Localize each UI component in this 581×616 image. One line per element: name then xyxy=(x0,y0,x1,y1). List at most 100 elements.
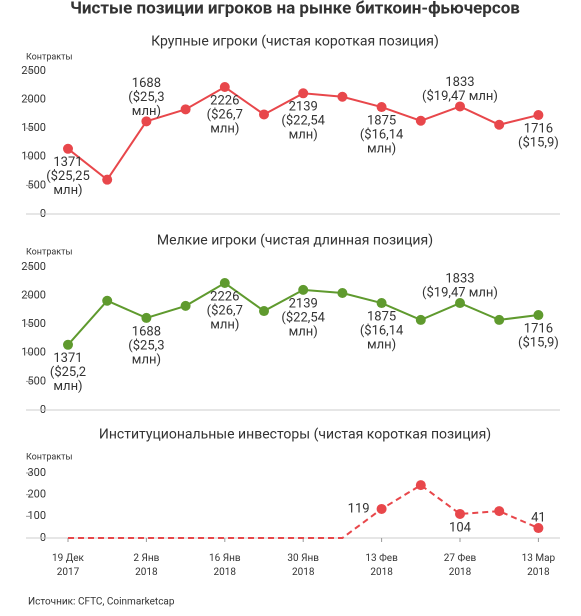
marker xyxy=(415,115,426,126)
marker xyxy=(494,314,505,325)
marker xyxy=(180,300,191,311)
point-label: млн) xyxy=(367,337,396,352)
x-tick-label: 30 Янв 2018 xyxy=(287,553,319,578)
point-label: 41 xyxy=(531,510,546,525)
point-label: ($26,7 xyxy=(207,107,243,122)
marker xyxy=(533,110,544,121)
x-tick-label-line: 2018 xyxy=(527,567,550,578)
point-label: ($16,14 xyxy=(360,323,404,338)
point-label: млн) xyxy=(210,317,239,332)
marker xyxy=(259,109,269,120)
marker xyxy=(63,143,73,154)
x-tick-label-line: 27 Фев xyxy=(444,551,477,564)
marker xyxy=(102,174,113,185)
marker xyxy=(533,523,544,534)
marker xyxy=(219,82,230,93)
y-tick-label: 0 xyxy=(40,403,46,416)
point-label: млн) xyxy=(210,121,239,136)
subtitle: Мелкие игроки (чистая длинная позиция) xyxy=(157,233,433,249)
marker xyxy=(376,503,387,514)
point-label: 2226 xyxy=(210,93,239,108)
marker xyxy=(141,116,152,127)
source: Источник: CFTC, Coinmarketcap xyxy=(28,597,175,608)
point-label: ($16,14 xyxy=(360,127,404,142)
x-tick-label: 16 Янв 2018 xyxy=(209,553,241,578)
x-tick-label-line: 2018 xyxy=(292,567,315,578)
x-tick-label-line: 2018 xyxy=(135,567,158,578)
y-axis-label: Контракты xyxy=(26,452,72,462)
y-tick-label: 1500 xyxy=(21,121,46,134)
line xyxy=(68,483,539,539)
y-tick-label: 500 xyxy=(27,178,46,191)
point-label: ($19,47 млн) xyxy=(422,285,498,300)
marker xyxy=(376,102,387,113)
y-tick-label: 2500 xyxy=(21,64,46,77)
marker xyxy=(180,104,191,115)
x-tick-label-line: 2 Янв xyxy=(133,553,159,564)
point-label: млн) xyxy=(132,352,161,367)
y-tick-label: 1000 xyxy=(21,150,46,163)
point-label: ($26,7 xyxy=(207,303,243,318)
y-tick-label: 2000 xyxy=(21,289,46,302)
point-label: 1688 xyxy=(132,324,161,339)
x-tick-label: 13 Фев 2018 xyxy=(365,551,398,578)
marker xyxy=(298,284,309,295)
marker xyxy=(494,506,505,517)
marker xyxy=(376,298,387,309)
point-label: ($19,47 млн) xyxy=(422,89,498,104)
marker xyxy=(219,278,230,289)
y-tick-label: 500 xyxy=(27,374,46,387)
point-label: 1875 xyxy=(367,113,396,128)
x-tick-label-line: 13 Фев xyxy=(365,551,398,564)
point-label: ($25,2 xyxy=(50,365,86,380)
point-label: 1833 xyxy=(445,271,474,286)
point-label: 1875 xyxy=(367,309,396,324)
point-label: 1716 xyxy=(524,321,553,336)
marker xyxy=(102,295,113,306)
point-label: 2139 xyxy=(289,296,318,311)
point-label: 1371 xyxy=(53,155,82,170)
marker xyxy=(337,288,348,299)
point-label: 2139 xyxy=(289,100,318,115)
marker xyxy=(415,480,426,491)
x-tick-label: 27 Фев 2018 xyxy=(444,551,477,578)
y-axis-label: Контракты xyxy=(26,52,72,62)
marker xyxy=(455,508,465,519)
x-tick-label-line: 2018 xyxy=(449,567,472,578)
point-label: 104 xyxy=(449,520,472,535)
point-label: 1688 xyxy=(132,76,161,91)
y-tick-label: 300 xyxy=(27,466,46,479)
y-tick-label: 200 xyxy=(27,488,46,501)
point-label: ($15,9) xyxy=(518,335,559,350)
marker xyxy=(455,298,465,309)
point-label: млн) xyxy=(132,104,161,119)
x-tick-label-line: 2017 xyxy=(57,567,80,578)
point-label: ($25,25 xyxy=(46,169,90,184)
point-label: ($15,9) xyxy=(518,135,559,150)
point-label: ($22,54 xyxy=(281,310,325,325)
point-label: 1716 xyxy=(524,121,553,136)
y-tick-label: 100 xyxy=(27,509,46,522)
x-tick-label: 13 Мар 2018 xyxy=(522,553,556,578)
x-tick-label-line: 13 Мар xyxy=(522,553,556,564)
marker xyxy=(533,310,544,321)
point-label: млн) xyxy=(53,379,82,394)
marker xyxy=(141,312,152,323)
y-tick-label: 2000 xyxy=(21,93,46,106)
marker xyxy=(455,101,465,112)
x-tick-label: 19 Дек 2017 xyxy=(52,553,85,578)
point-label: млн) xyxy=(289,128,318,143)
point-label: ($25,3 xyxy=(128,338,164,353)
point-label: ($22,54 xyxy=(281,114,325,129)
y-tick-label: 1000 xyxy=(21,346,46,359)
point-label: 1371 xyxy=(53,351,82,366)
point-label: млн) xyxy=(289,324,318,339)
marker xyxy=(63,339,73,350)
x-tick-label-line: 16 Янв xyxy=(209,553,241,564)
marker xyxy=(259,306,269,317)
y-axis-label: Контракты xyxy=(26,247,72,257)
x-tick-label-line: 2018 xyxy=(214,567,237,578)
subtitle: Крупные игроки (чистая короткая позиция) xyxy=(151,34,439,50)
